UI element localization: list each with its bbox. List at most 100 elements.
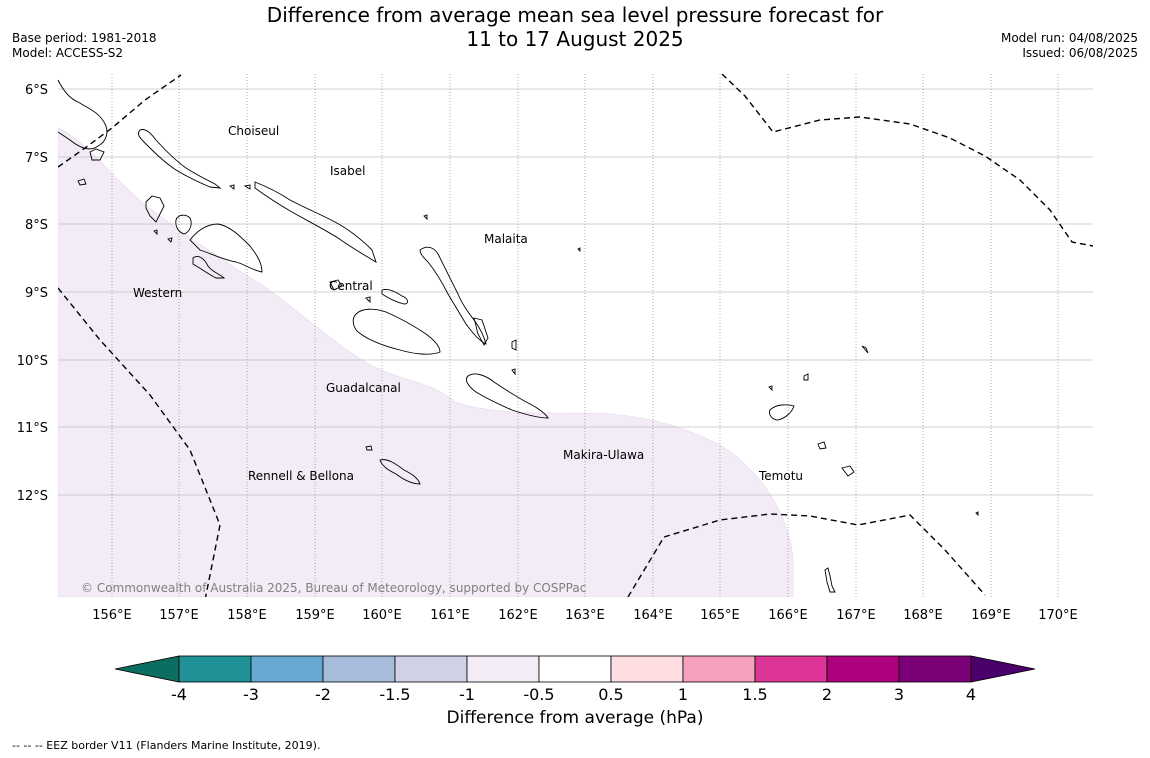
- chart-title: Difference from average mean sea level p…: [0, 3, 1150, 51]
- lon-label: 159°E: [295, 608, 335, 623]
- temotu-islet: [975, 511, 979, 517]
- region-label-isabel: Isabel: [330, 164, 365, 178]
- colorbar-segment: [898, 655, 972, 683]
- small-islet: [577, 247, 581, 253]
- colorbar-tick-label: -1.5: [379, 685, 410, 704]
- lat-label: 7°S: [25, 151, 48, 166]
- kolombangara-island: [175, 214, 192, 235]
- latitude-labels: 6°S 7°S 8°S 9°S 10°S 11°S 12°S: [17, 83, 48, 504]
- model-name: Model: ACCESS-S2: [12, 46, 124, 60]
- base-period: Base period: 1981-2018: [12, 31, 157, 45]
- makira-island: [465, 373, 549, 419]
- temotu-islet: [824, 567, 836, 593]
- lon-label: 161°E: [430, 608, 470, 623]
- colorbar-extension-high: [970, 655, 1036, 683]
- temotu-islet: [861, 345, 869, 354]
- eez-border-line: [721, 74, 1093, 247]
- isabel-tip: [243, 184, 251, 190]
- colorbar-segment: [250, 655, 324, 683]
- small-islet: [511, 368, 516, 376]
- colorbar-tick-label: -0.5: [523, 685, 554, 704]
- colorbar-tick-label: -4: [171, 685, 187, 704]
- lon-label: 158°E: [227, 608, 267, 623]
- lat-label: 8°S: [25, 218, 48, 233]
- temotu-islet: [768, 385, 773, 392]
- small-islet: [153, 229, 158, 236]
- rennell-island: [379, 459, 421, 485]
- colorbar-segment: [538, 655, 612, 683]
- bellona-islet: [365, 445, 373, 451]
- bougainville-islet: [89, 148, 105, 161]
- eez-legend-note: -- -- -- EEZ border V11 (Flanders Marine…: [12, 739, 321, 752]
- region-label-choiseul: Choiseul: [228, 124, 279, 138]
- colorbar-tick-label: -3: [243, 685, 259, 704]
- lon-label: 164°E: [633, 608, 673, 623]
- run-info: Model run: 04/08/2025 Issued: 06/08/2025: [1001, 31, 1138, 61]
- small-islet: [423, 214, 428, 221]
- nggela-island: [381, 289, 409, 305]
- colorbar-segments: [114, 655, 1036, 683]
- colorbar-tick-label: -2: [315, 685, 331, 704]
- colorbar-tick-label: 2: [822, 685, 832, 704]
- title-line-1: Difference from average mean sea level p…: [266, 3, 884, 27]
- model-info: Base period: 1981-2018 Model: ACCESS-S2: [12, 31, 157, 61]
- model-run-date: Model run: 04/08/2025: [1000, 31, 1138, 45]
- lat-label: 12°S: [17, 489, 48, 504]
- lon-label: 169°E: [971, 608, 1011, 623]
- small-islet: [167, 237, 173, 243]
- colorbar-label: Difference from average (hPa): [446, 708, 704, 728]
- vangunu-island: [192, 255, 226, 279]
- colorbar-tick-label: -1: [459, 685, 475, 704]
- region-label-makira-ulawa: Makira-Ulawa: [563, 448, 644, 462]
- lat-label: 11°S: [17, 421, 48, 436]
- ulawa-islet: [511, 339, 517, 351]
- lon-label: 160°E: [362, 608, 402, 623]
- colorbar: -4 -3 -2 -1.5 -1 -0.5 0.5 1 1.5 2 3 4: [114, 655, 1036, 704]
- lat-label: 9°S: [25, 286, 48, 301]
- region-label-central: Central: [329, 279, 373, 293]
- temotu-islet: [817, 441, 827, 450]
- issued-date: Issued: 06/08/2025: [1022, 46, 1138, 60]
- region-label-malaita: Malaita: [484, 232, 528, 246]
- region-label-western: Western: [133, 286, 182, 300]
- colorbar-segment: [394, 655, 468, 683]
- colorbar-extension-low: [114, 655, 180, 683]
- colorbar-segment: [178, 655, 252, 683]
- lon-label: 162°E: [498, 608, 538, 623]
- colorbar-segment: [754, 655, 828, 683]
- colorbar-segment: [322, 655, 396, 683]
- choiseul-islet: [228, 184, 235, 190]
- title-line-2: 11 to 17 August 2025: [466, 27, 684, 51]
- lon-label: 156°E: [92, 608, 132, 623]
- lat-label: 6°S: [25, 83, 48, 98]
- isabel-island: [254, 181, 377, 264]
- lon-label: 168°E: [903, 608, 943, 623]
- anomaly-region: [58, 127, 794, 597]
- anomaly-layer: [58, 127, 794, 597]
- shortland-islet: [77, 178, 87, 186]
- temotu-islet: [841, 465, 855, 477]
- lat-label: 10°S: [17, 354, 48, 369]
- region-label-temotu: Temotu: [758, 469, 803, 483]
- colorbar-tick-label: 0.5: [598, 685, 623, 704]
- lon-label: 157°E: [159, 608, 199, 623]
- malaita-island: [419, 246, 487, 345]
- longitude-gridlines: [111, 74, 1059, 597]
- region-label-rennell-bellona: Rennell & Bellona: [248, 469, 354, 483]
- copyright-text: © Commonwealth of Australia 2025, Bureau…: [81, 581, 586, 595]
- maramasike-island: [473, 317, 489, 346]
- eez-border-line: [58, 287, 221, 597]
- islands-layer: [57, 79, 979, 593]
- eez-border-line: [58, 74, 182, 168]
- colorbar-tick-label: 4: [966, 685, 976, 704]
- temotu-island: [769, 404, 795, 421]
- eez-borders: [58, 74, 1093, 597]
- latitude-gridlines: [58, 88, 1093, 496]
- temotu-islet: [803, 373, 809, 381]
- colorbar-tick-label: 1.5: [742, 685, 767, 704]
- savo-islet: [365, 296, 371, 304]
- colorbar-ticks: -4 -3 -2 -1.5 -1 -0.5 0.5 1 1.5 2 3 4: [171, 685, 976, 704]
- colorbar-segment: [826, 655, 900, 683]
- new-georgia-island: [189, 223, 263, 273]
